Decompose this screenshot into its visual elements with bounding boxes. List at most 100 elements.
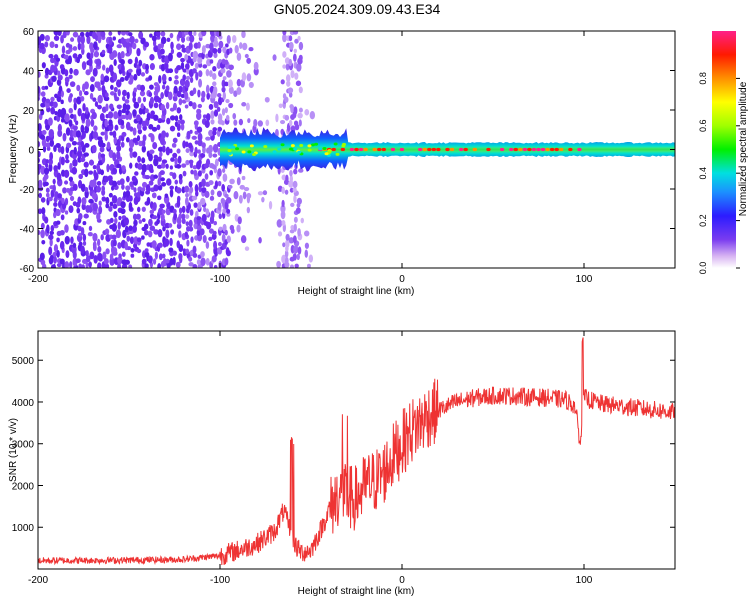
heatmap-cell xyxy=(49,41,55,48)
heatmap-cell xyxy=(44,67,50,76)
heatmap-cell xyxy=(222,207,227,214)
heatmap-cell xyxy=(208,236,213,242)
high-amplitude-cell xyxy=(509,147,514,152)
heatmap-cell xyxy=(197,89,201,98)
heatmap-cell xyxy=(68,74,73,80)
heatmap-cell xyxy=(284,114,290,121)
heatmap-cell xyxy=(289,104,294,109)
heatmap-cell xyxy=(141,163,147,173)
heatmap-cell xyxy=(112,239,117,247)
heatmap-cell xyxy=(165,258,170,264)
heatmap-cell xyxy=(226,235,231,243)
heatmap-cell xyxy=(297,35,301,41)
heatmap-cell xyxy=(128,264,133,268)
heatmap-cell xyxy=(272,150,277,154)
heatmap-cell xyxy=(141,218,146,223)
heatmap-cell xyxy=(199,197,206,206)
heatmap-cell xyxy=(69,162,73,171)
heatmap-cell xyxy=(63,169,70,179)
heatmap-cell xyxy=(93,169,97,178)
heatmap-cell xyxy=(128,229,134,235)
heatmap-cell xyxy=(53,243,59,253)
heatmap-cell xyxy=(180,123,185,131)
high-amplitude-cell xyxy=(431,147,437,152)
heatmap-cell xyxy=(168,76,172,82)
heatmap-cell xyxy=(289,175,293,183)
heatmap-cell xyxy=(56,263,62,268)
heatmap-cell xyxy=(314,142,319,146)
heatmap-cell xyxy=(296,197,302,205)
heatmap-cell xyxy=(201,213,207,223)
heatmap-cell xyxy=(38,208,42,215)
heatmap-cell xyxy=(62,132,67,142)
heatmap-cell xyxy=(124,241,128,251)
heatmap-cell xyxy=(101,85,106,94)
heatmap-cell xyxy=(60,214,65,221)
heatmap-cell xyxy=(41,62,46,69)
heatmap-cell xyxy=(232,35,237,44)
heatmap-cell xyxy=(148,149,155,154)
heatmap-cell xyxy=(221,86,226,93)
heatmap-cell xyxy=(281,186,285,194)
heatmap-cell xyxy=(101,142,106,148)
heatmap-cell xyxy=(179,119,185,125)
heatmap-cell xyxy=(210,210,215,220)
heatmap-cell xyxy=(120,141,125,148)
heatmap-cell xyxy=(70,236,74,245)
heatmap-cell xyxy=(205,136,211,141)
heatmap-cell xyxy=(113,59,117,66)
y-tick-label: -60 xyxy=(20,264,35,275)
heatmap-cell xyxy=(100,131,106,136)
heatmap-cell xyxy=(148,153,153,162)
heatmap-cell xyxy=(70,37,75,42)
heatmap-cell xyxy=(211,164,217,170)
heatmap-cell xyxy=(100,234,104,241)
heatmap-cell xyxy=(51,75,57,82)
heatmap-cell xyxy=(65,153,69,160)
heatmap-cell xyxy=(208,228,214,234)
heatmap-cell xyxy=(188,101,193,107)
heatmap-cell xyxy=(117,31,121,36)
heatmap-cell xyxy=(141,157,146,164)
heatmap-cell xyxy=(293,120,299,127)
heatmap-cell xyxy=(289,169,293,177)
heatmap-cell xyxy=(45,162,49,169)
heatmap-cell xyxy=(290,144,295,148)
heatmap-cell xyxy=(109,91,115,96)
heatmap-cell xyxy=(80,245,85,255)
heatmap-cell xyxy=(197,139,203,147)
high-amplitude-cell xyxy=(436,147,441,152)
heatmap-cell xyxy=(117,51,121,61)
heatmap-cell xyxy=(38,140,41,148)
snr-y-ticks: 1000 2000 3000 4000 5000 xyxy=(12,356,675,534)
heatmap-cell xyxy=(77,196,82,205)
heatmap-cell xyxy=(80,124,85,133)
heatmap-cell xyxy=(189,129,193,134)
heatmap-cell xyxy=(194,184,199,193)
heatmap-cell xyxy=(60,99,64,105)
heatmap-cell xyxy=(112,167,118,175)
heatmap-cell xyxy=(122,103,127,112)
high-amplitude-cell xyxy=(472,147,477,152)
heatmap-cell xyxy=(176,64,182,71)
heatmap-cell xyxy=(120,31,127,36)
heatmap-cell xyxy=(182,74,187,81)
snr-y-label: SNR (10 * v/v) xyxy=(8,418,19,482)
heatmap-cell xyxy=(181,186,186,194)
heatmap-cell xyxy=(116,44,122,49)
heatmap-cell xyxy=(128,195,133,202)
heatmap-cell xyxy=(91,191,97,200)
heatmap-cell xyxy=(272,54,277,61)
heatmap-cell xyxy=(153,174,159,179)
heatmap-cell xyxy=(84,125,90,134)
heatmap-cell xyxy=(45,98,51,104)
heatmap-cell xyxy=(185,75,191,80)
heatmap-cell xyxy=(157,97,162,103)
heatmap-cell xyxy=(223,81,229,87)
heatmap-cell xyxy=(129,74,134,84)
heatmap-cell xyxy=(72,53,78,59)
heatmap-cell xyxy=(153,154,159,160)
heatmap-cell xyxy=(282,51,287,58)
high-amplitude-cell xyxy=(381,147,386,152)
heatmap-cell xyxy=(146,196,151,205)
